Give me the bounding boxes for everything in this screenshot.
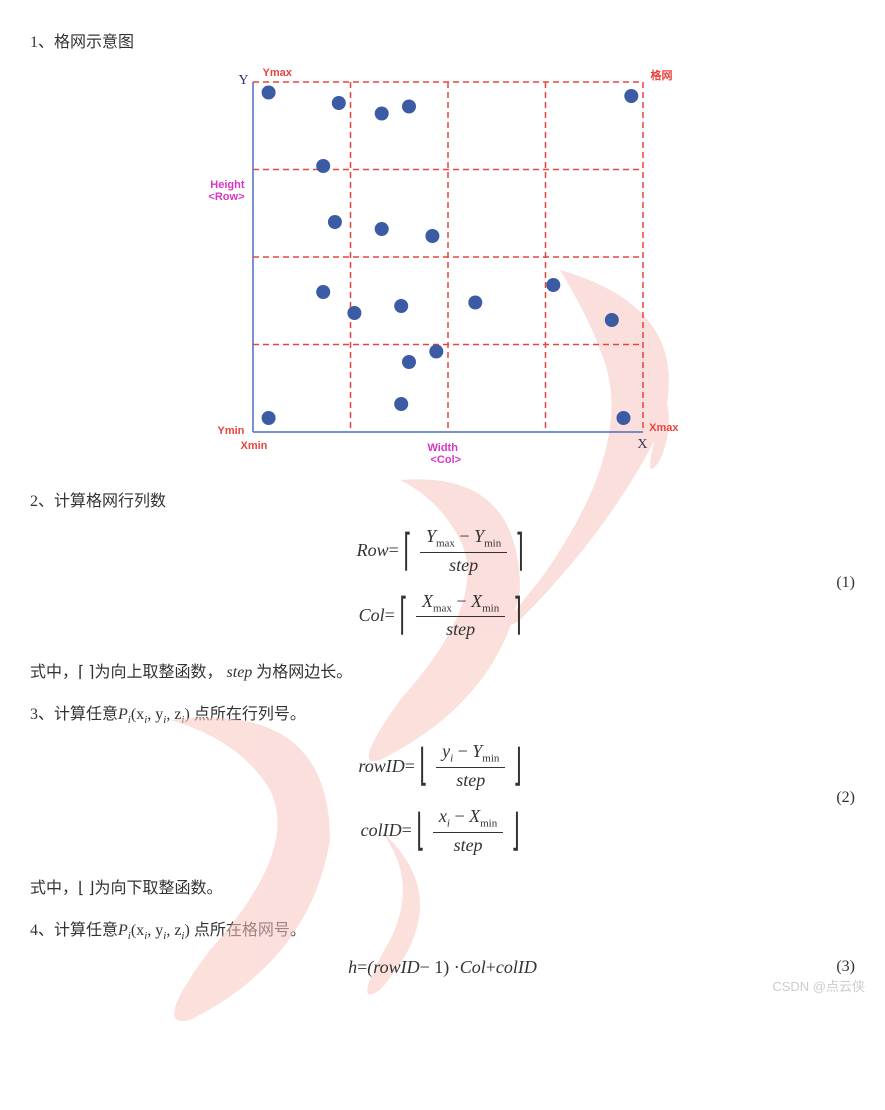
minus-4: −: [450, 806, 469, 826]
formula-row: Row = ⌈ Ymax − Ymin step ⌉: [357, 526, 529, 576]
label-Row: <Row>: [195, 191, 245, 203]
h3-prefix: 3、计算任意: [30, 706, 118, 723]
ceil-left: ⌈: [403, 529, 412, 573]
label-Ymin: Ymin: [218, 425, 245, 437]
formula-2: rowID = ⌊ yi − Ymin step ⌋ colID = ⌊ xi …: [30, 741, 855, 855]
formula-3: h = (rowID − 1) · Col + colID (3): [30, 957, 855, 978]
ceil-right: ⌉: [516, 529, 525, 573]
eq-sign-4: =: [402, 820, 412, 841]
label-Xmax: Xmax: [649, 422, 678, 434]
ymin-sub-2: min: [482, 753, 499, 765]
ceil-right-2: ⌉: [513, 593, 522, 637]
floor-left: ⌊: [419, 744, 428, 788]
h4-P: P: [118, 922, 128, 939]
label-Width: Width: [428, 442, 458, 454]
h4-sep2: , z: [166, 922, 181, 939]
heading-1: 1、格网示意图: [30, 28, 855, 52]
formula-rowid: rowID = ⌊ yi − Ymin step ⌋: [358, 741, 526, 791]
row-lhs: Row: [357, 540, 389, 561]
p2-c: 为向下取整函数。: [95, 880, 223, 897]
formula-1: Row = ⌈ Ymax − Ymin step ⌉ Col = ⌈ Xmax …: [30, 526, 855, 640]
ymin-2: Y: [472, 741, 482, 761]
label-X: X: [637, 437, 647, 453]
heading-4: 4、计算任意Pi(xi, yi, zi) 点所在格网号。: [30, 916, 855, 942]
formula-colid: colID = ⌊ xi − Xmin step ⌋: [361, 806, 525, 856]
ceil-left-2: ⌈: [399, 593, 408, 637]
h-r1: (rowID: [367, 957, 419, 978]
p1-a: 式中，: [30, 664, 78, 681]
diagram-container: Y Ymax 格网 Height <Row> Ymin Xmin Width <…: [30, 67, 855, 467]
h-r3: Col: [460, 957, 486, 978]
eq-sign: =: [389, 540, 399, 561]
h-r4: +: [486, 957, 496, 978]
step-den-2: step: [446, 617, 475, 640]
ymin: Y: [474, 526, 484, 546]
xmin-2: X: [469, 806, 480, 826]
xmin-sub: min: [482, 602, 499, 614]
xmax: X: [422, 591, 433, 611]
eq-number-3: (3): [836, 958, 855, 976]
h3-tail: 点所在行列号。: [190, 706, 306, 723]
heading-2: 2、计算格网行列数: [30, 487, 855, 511]
p1-e: 为格网边长。: [252, 664, 352, 681]
ymax: Y: [426, 526, 436, 546]
xi: x: [439, 806, 447, 826]
xmin: X: [471, 591, 482, 611]
floor-right-2: ⌋: [512, 809, 521, 853]
floor-left-2: ⌊: [416, 809, 425, 853]
h3-paren: (x: [131, 706, 144, 723]
label-Col: <Col>: [431, 454, 462, 466]
yi: y: [442, 741, 450, 761]
label-Ymax: Ymax: [263, 67, 292, 79]
h4-tail: 点所在格网号。: [190, 922, 306, 939]
label-Xmin: Xmin: [241, 440, 268, 452]
p2-a: 式中，: [30, 880, 78, 897]
colid-lhs: colID: [361, 820, 402, 841]
paragraph-2: 式中，⌊ ⌋为向下取整函数。: [30, 874, 855, 898]
p1-d: step: [227, 664, 253, 681]
minus-3: −: [453, 741, 472, 761]
label-Y: Y: [239, 73, 249, 89]
eq-sign-5: =: [357, 957, 367, 978]
formula-h: h = (rowID − 1) · Col + colID: [348, 957, 537, 978]
floor-right: ⌋: [514, 744, 523, 788]
grid-diagram: Y Ymax 格网 Height <Row> Ymin Xmin Width <…: [193, 67, 693, 467]
step-den-3: step: [456, 768, 485, 791]
grid-svg: [193, 67, 693, 467]
ymax-sub: max: [436, 538, 455, 550]
step-den-4: step: [454, 833, 483, 856]
label-title: 格网: [651, 67, 673, 83]
eq-sign-2: =: [385, 605, 395, 626]
h3-sep: , y: [147, 706, 163, 723]
paragraph-1: 式中，⌈ ⌉为向上取整函数， step 为格网边长。: [30, 658, 855, 682]
h3-P: P: [118, 706, 128, 723]
p1-c: 为向上取整函数，: [95, 664, 227, 681]
footer-watermark: CSDN @点云侠: [772, 976, 865, 995]
eq-number-2: (2): [836, 789, 855, 807]
rowid-lhs: rowID: [358, 756, 404, 777]
h3-sep2: , z: [166, 706, 181, 723]
minus: −: [455, 526, 474, 546]
col-lhs: Col: [359, 605, 385, 626]
minus-2: −: [452, 591, 471, 611]
xmax-sub: max: [433, 602, 452, 614]
eq-number-1: (1): [836, 574, 855, 592]
h-r5: colID: [496, 957, 537, 978]
h-r2: − 1) ·: [420, 957, 460, 978]
xmin-sub-2: min: [480, 818, 497, 830]
ymin-sub: min: [484, 538, 501, 550]
step-den: step: [449, 553, 478, 576]
p2-b: ⌊ ⌋: [78, 880, 94, 897]
h4-paren: (x: [131, 922, 144, 939]
h4-prefix: 4、计算任意: [30, 922, 118, 939]
eq-sign-3: =: [405, 756, 415, 777]
p1-b: ⌈ ⌉: [78, 664, 94, 681]
heading-3: 3、计算任意Pi(xi, yi, zi) 点所在行列号。: [30, 700, 855, 726]
h4-sep: , y: [147, 922, 163, 939]
formula-col: Col = ⌈ Xmax − Xmin step ⌉: [359, 591, 527, 641]
h-lhs: h: [348, 957, 357, 978]
label-Height: Height: [195, 179, 245, 191]
